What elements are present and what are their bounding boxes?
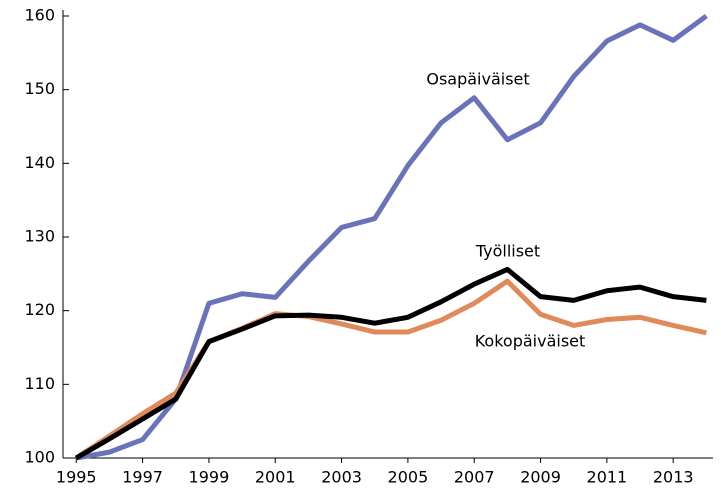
x-tick-label: 2007 — [454, 468, 495, 487]
y-tick-label: 100 — [24, 448, 55, 467]
x-tick-label: 1999 — [189, 468, 230, 487]
y-tick-label: 140 — [24, 153, 55, 172]
y-tick-label: 150 — [24, 79, 55, 98]
series-label: Kokopäiväiset — [475, 332, 586, 351]
series-line — [75, 13, 708, 461]
x-tick-label: 2011 — [587, 468, 628, 487]
y-tick-label: 160 — [24, 6, 55, 25]
x-tick-label: 2003 — [321, 468, 362, 487]
series-label: Työlliset — [475, 242, 540, 261]
x-tick-label: 2009 — [520, 468, 561, 487]
x-tick-label: 1997 — [122, 468, 163, 487]
x-tick-label: 2001 — [255, 468, 296, 487]
y-tick-label: 120 — [24, 300, 55, 319]
series-label: Osapäiväiset — [426, 70, 529, 89]
x-tick-label: 1995 — [56, 468, 97, 487]
y-tick-label: 110 — [24, 374, 55, 393]
series-line — [75, 266, 707, 461]
y-tick-label: 130 — [24, 227, 55, 246]
x-tick-label: 2005 — [388, 468, 429, 487]
x-tick-label: 2013 — [653, 468, 694, 487]
series-line — [74, 278, 707, 461]
